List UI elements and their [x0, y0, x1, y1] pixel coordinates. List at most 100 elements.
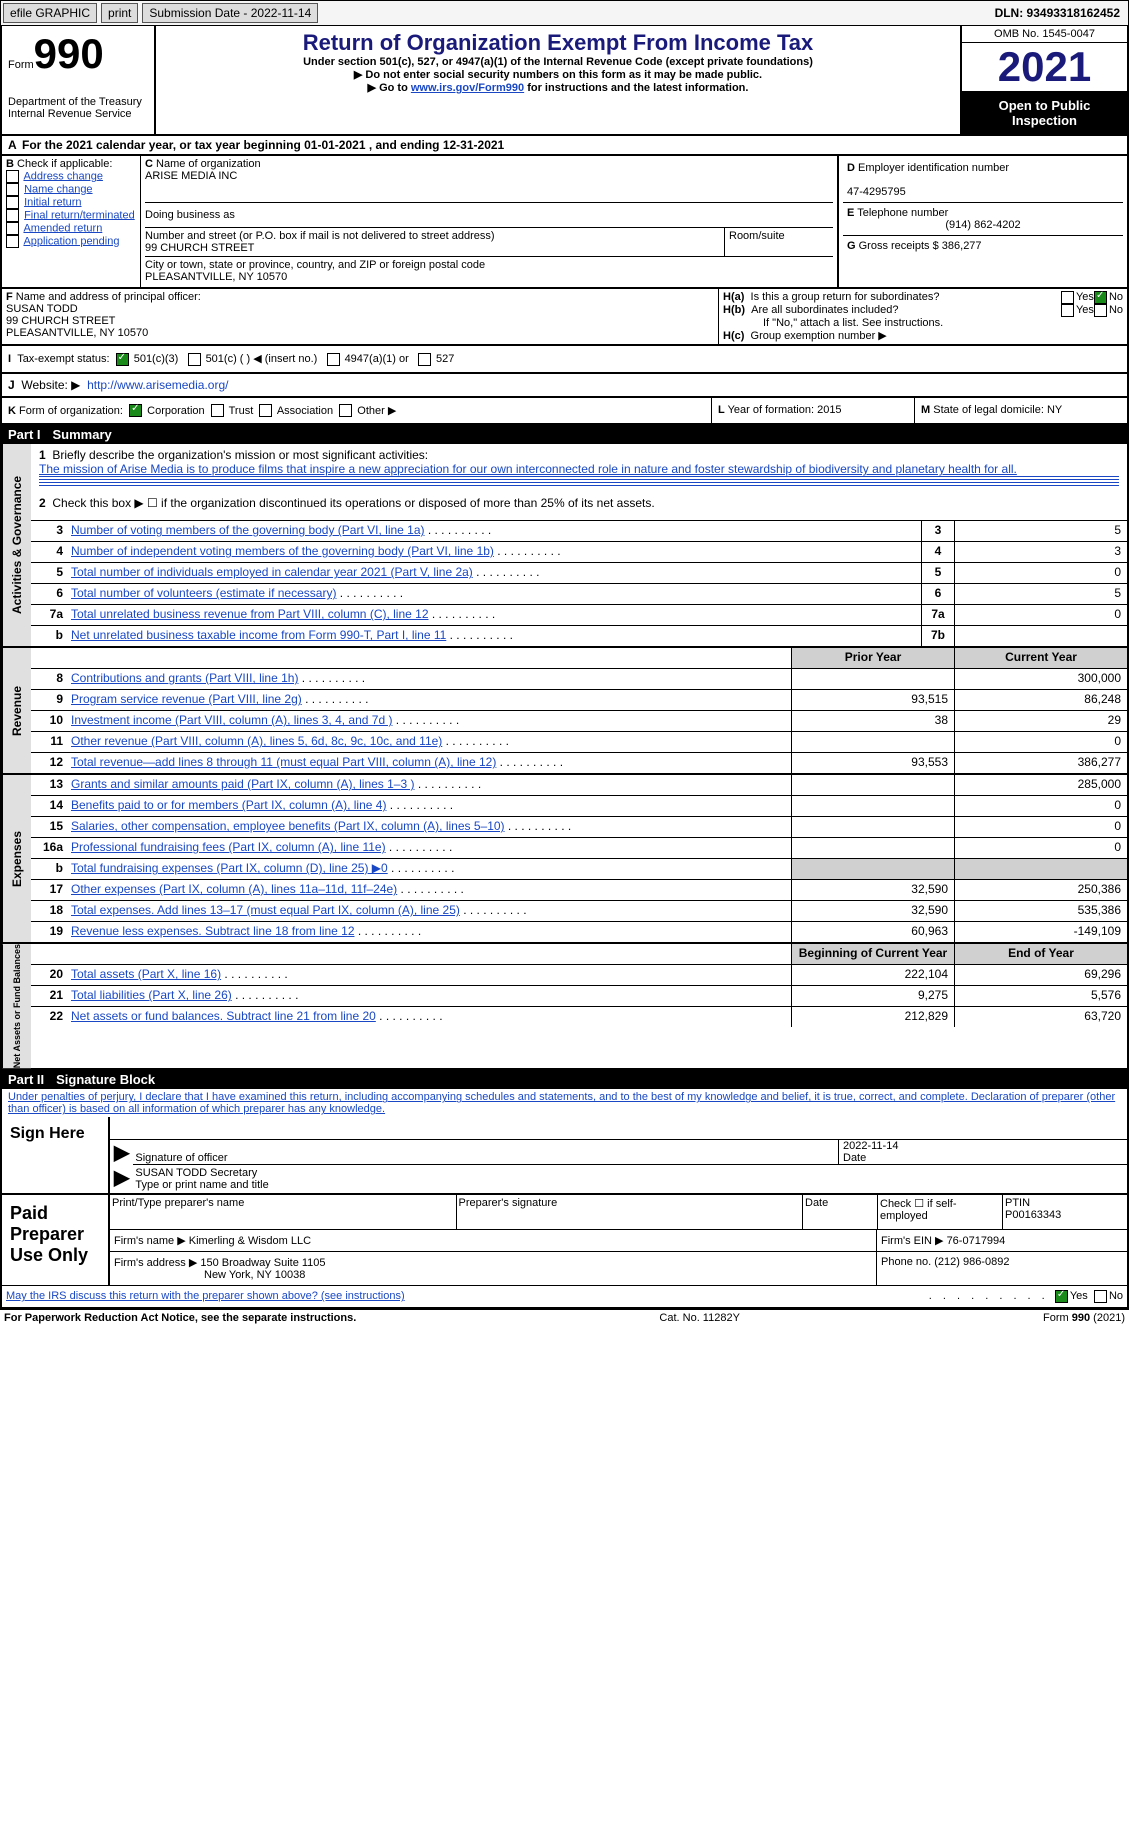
form-number: 990 [34, 30, 104, 77]
box-c-room-label: Room/suite [729, 230, 785, 242]
org-city: PLEASANTVILLE, NY 10570 [145, 271, 287, 283]
chk-address-change[interactable]: Address change [23, 170, 103, 182]
side-netassets: Net Assets or Fund Balances [2, 944, 31, 1068]
box-m-label: State of legal domicile: [933, 404, 1044, 416]
box-j-label: Website: ▶ [21, 378, 80, 392]
part1-title: Summary [53, 427, 112, 442]
box-ha: Is this a group return for subordinates? [751, 291, 1061, 304]
gross-receipts: 386,277 [942, 240, 982, 252]
omb-number: OMB No. 1545-0047 [962, 26, 1127, 43]
dln-number: DLN: 93493318162452 [987, 4, 1128, 22]
tax-year: 2021 [962, 43, 1127, 92]
print-button[interactable]: print [101, 3, 138, 23]
note-goto-post: for instructions and the latest informat… [524, 82, 748, 94]
opt-527[interactable]: 527 [436, 353, 454, 365]
box-l-label: Year of formation: [728, 404, 814, 416]
q2-text: Check this box ▶ ☐ if the organization d… [52, 496, 654, 516]
efile-label: efile GRAPHIC [3, 3, 97, 23]
no-label[interactable]: No [1109, 1290, 1123, 1303]
chk-amended[interactable]: Amended return [23, 222, 102, 234]
dept-treasury: Department of the Treasury [8, 96, 148, 108]
box-c-dba-label: Doing business as [145, 209, 235, 221]
box-c-name-label: Name of organization [156, 158, 261, 170]
box-f-label: Name and address of principal officer: [16, 291, 201, 303]
state-domicile: NY [1047, 404, 1062, 416]
box-k-label: Form of organization: [19, 405, 123, 417]
opt-other[interactable]: Other ▶ [357, 405, 396, 417]
yes-label[interactable]: Yes [1070, 1290, 1088, 1303]
box-d-label: Employer identification number [858, 162, 1009, 174]
check-self-employed[interactable]: Check ☐ if self-employed [878, 1195, 1003, 1229]
part2-header: Part IISignature Block [0, 1070, 1129, 1089]
box-g-label: Gross receipts $ [859, 240, 939, 252]
sig-arrow-icon: ▶ [110, 1140, 133, 1165]
sig-date: 2022-11-14 [843, 1140, 898, 1152]
line-a-text: For the 2021 calendar year, or tax year … [22, 138, 504, 152]
submission-date: Submission Date - 2022-11-14 [142, 3, 318, 23]
line-a-label: A [8, 138, 22, 152]
sig-arrow-icon-2: ▶ [110, 1165, 133, 1193]
box-b-label: Check if applicable: [17, 158, 112, 170]
side-expenses: Expenses [2, 775, 31, 942]
sig-officer-label: Signature of officer [133, 1140, 838, 1164]
firm-ein: 76-0717994 [947, 1235, 1006, 1247]
chk-final-return[interactable]: Final return/terminated [24, 209, 135, 221]
box-hb: Are all subordinates included? [751, 304, 1061, 317]
paid-preparer-label: Paid Preparer Use Only [2, 1195, 110, 1285]
part1-header: Part ISummary [0, 425, 1129, 444]
prep-sig-label: Preparer's signature [457, 1195, 804, 1229]
ein: 47-4295795 [847, 186, 906, 198]
sign-here-label: Sign Here [2, 1117, 110, 1193]
opt-501c[interactable]: 501(c) ( ) ◀ (insert no.) [206, 353, 318, 365]
box-c-street-label: Number and street (or P.O. box if mail i… [145, 230, 495, 242]
mission-text: The mission of Arise Media is to produce… [39, 462, 1119, 477]
phone-label: Phone no. [881, 1256, 931, 1268]
opt-trust[interactable]: Trust [229, 405, 254, 417]
ptin-label: PTIN [1005, 1197, 1030, 1209]
may-irs-discuss: May the IRS discuss this return with the… [6, 1290, 929, 1303]
col-end: End of Year [954, 944, 1127, 964]
form-subtitle: Under section 501(c), 527, or 4947(a)(1)… [160, 56, 956, 68]
chk-app-pending[interactable]: Application pending [23, 235, 119, 247]
box-hc: Group exemption number ▶ [751, 330, 887, 342]
box-e-label: Telephone number [857, 207, 948, 219]
telephone: (914) 862-4202 [945, 219, 1020, 231]
year-formation: 2015 [817, 404, 841, 416]
q1-label: Briefly describe the organization's miss… [52, 448, 428, 462]
firm-ein-label: Firm's EIN ▶ [881, 1235, 944, 1247]
prep-date-label: Date [803, 1195, 878, 1229]
sig-date-label: Date [843, 1152, 866, 1164]
opt-assoc[interactable]: Association [277, 405, 333, 417]
opt-501c3[interactable]: 501(c)(3) [134, 353, 179, 365]
firm-addr1: 150 Broadway Suite 1105 [200, 1257, 325, 1269]
chk-initial-return[interactable]: Initial return [24, 196, 81, 208]
col-prior: Prior Year [791, 648, 954, 668]
topbar: efile GRAPHIC print Submission Date - 20… [0, 0, 1129, 26]
cat-no: Cat. No. 11282Y [659, 1312, 740, 1324]
officer-name: SUSAN TODD [6, 303, 78, 315]
ptin: P00163343 [1005, 1209, 1061, 1221]
side-governance: Activities & Governance [2, 444, 31, 646]
prep-name-label: Print/Type preparer's name [110, 1195, 457, 1229]
note-goto-pre: Go to [379, 82, 411, 94]
box-c-city-label: City or town, state or province, country… [145, 259, 485, 271]
pra-notice: For Paperwork Reduction Act Notice, see … [4, 1312, 356, 1324]
officer-street: 99 CHURCH STREET [6, 315, 115, 327]
col-begin: Beginning of Current Year [791, 944, 954, 964]
firm-addr-label: Firm's address ▶ [114, 1257, 197, 1269]
box-hb-note: If "No," attach a list. See instructions… [723, 317, 1123, 329]
irs-link[interactable]: www.irs.gov/Form990 [411, 82, 524, 94]
open-inspection: Open to Public Inspection [962, 92, 1127, 134]
officer-type-label: Type or print name and title [135, 1179, 268, 1191]
opt-corp[interactable]: Corporation [147, 405, 204, 417]
side-revenue: Revenue [2, 648, 31, 773]
officer-printed-name: SUSAN TODD Secretary [135, 1167, 257, 1179]
opt-4947[interactable]: 4947(a)(1) or [345, 353, 409, 365]
firm-addr2: New York, NY 10038 [114, 1269, 305, 1281]
form-title: Return of Organization Exempt From Incom… [160, 30, 956, 56]
irs-label: Internal Revenue Service [8, 108, 148, 120]
firm-name-label: Firm's name ▶ [114, 1235, 186, 1247]
chk-name-change[interactable]: Name change [24, 183, 93, 195]
part2-title: Signature Block [56, 1072, 155, 1087]
website-link[interactable]: http://www.arisemedia.org/ [87, 378, 228, 392]
